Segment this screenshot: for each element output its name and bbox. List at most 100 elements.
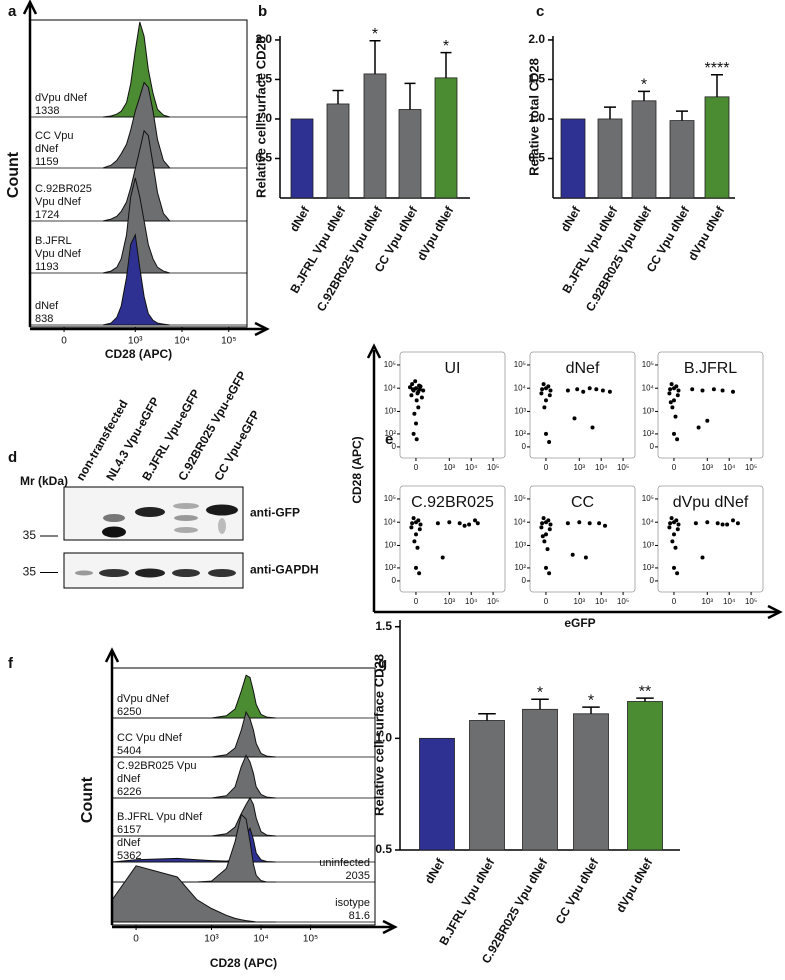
- x-axis-label: eGFP: [564, 616, 595, 630]
- point: [421, 388, 426, 393]
- arrow-head: [254, 321, 270, 337]
- point: [725, 522, 730, 527]
- subplot-title: UI: [445, 360, 461, 377]
- point: [672, 398, 676, 403]
- arrow-head: [22, 0, 38, 15]
- x-tick-label: 0: [672, 597, 677, 606]
- x-tick-label: 10⁴: [595, 597, 608, 606]
- x-tick-label: 10⁴: [465, 597, 478, 606]
- x-axis-label: CD28 (APC): [105, 347, 172, 361]
- y-tick-label: 2.0: [528, 32, 545, 46]
- y-axis-label: Relative cell surface CD28: [371, 654, 386, 816]
- point: [410, 521, 415, 526]
- y-tick-label: 10³: [642, 541, 654, 550]
- error-bar: [478, 713, 496, 721]
- x-tick-label: 0: [133, 934, 139, 945]
- histogram-area: [112, 674, 276, 719]
- track-label: CC Vpu dNef: [117, 732, 183, 744]
- y-tick-label: 0: [522, 442, 527, 451]
- x-tick-label: 10⁵: [487, 597, 499, 606]
- track-mfi: 81.6: [349, 910, 370, 922]
- point: [693, 521, 698, 526]
- point: [475, 521, 480, 526]
- subplot-frame: [399, 351, 506, 459]
- histogram-area: [102, 233, 170, 326]
- y-tick-label: 2.0: [255, 32, 272, 46]
- track-label: C.92BR025 Vpu: [117, 760, 197, 772]
- track-mfi: 1193: [35, 261, 59, 273]
- y-tick-label: 1.0: [528, 111, 545, 125]
- bar: [363, 73, 387, 199]
- point: [546, 518, 551, 523]
- x-tick-label: 10⁴: [465, 463, 478, 472]
- point: [540, 387, 545, 392]
- bar: [469, 720, 505, 851]
- track-mfi: 6226: [117, 786, 141, 798]
- point: [696, 425, 701, 430]
- y-tick-label: 0.5: [375, 842, 392, 856]
- blot-band: [135, 568, 165, 578]
- point: [676, 522, 681, 527]
- arrow-head: [366, 343, 382, 359]
- antibody-label: anti-GFP: [250, 506, 300, 520]
- significance: ****: [705, 60, 730, 77]
- point: [672, 431, 676, 436]
- subplot-title: B.JFRL: [684, 360, 737, 377]
- point: [668, 400, 673, 405]
- point: [457, 521, 462, 526]
- point: [410, 382, 415, 387]
- y-tick-label: 10³: [384, 407, 396, 416]
- point: [414, 386, 418, 391]
- point: [675, 393, 680, 398]
- point: [440, 555, 445, 560]
- point: [413, 379, 418, 384]
- subplot-frame: [657, 485, 764, 593]
- y-tick-label: 1.5: [255, 72, 272, 86]
- point: [675, 571, 680, 576]
- bar: [631, 100, 657, 199]
- bar: [398, 109, 422, 199]
- track-mfi: 1338: [35, 105, 59, 117]
- point: [414, 421, 418, 426]
- blot-band: [208, 569, 236, 577]
- significance: **: [639, 683, 651, 700]
- x-tick-label: 10⁵: [745, 463, 757, 472]
- histogram-area: [112, 813, 276, 883]
- error-bar: [369, 39, 381, 74]
- point: [414, 565, 418, 570]
- point: [540, 534, 545, 539]
- track-mfi: 1724: [35, 209, 59, 221]
- bar: [669, 120, 695, 199]
- x-tick-label: C.92BR025 Vpu dNef: [583, 203, 655, 314]
- track-label: B.JFRL: [35, 235, 72, 247]
- arrow-head: [382, 919, 398, 935]
- point: [542, 405, 547, 410]
- point: [675, 437, 680, 442]
- track-label: dNef: [117, 837, 141, 849]
- x-tick-label: 10³: [204, 934, 219, 945]
- x-tick-label: 0: [544, 597, 549, 606]
- x-tick-label: dNef: [422, 855, 448, 886]
- x-tick-label: 10⁵: [745, 597, 757, 606]
- significance: *: [443, 38, 449, 55]
- point: [414, 532, 418, 537]
- x-tick-label: 10⁴: [253, 934, 268, 945]
- point: [417, 527, 422, 532]
- error-bar: [676, 110, 688, 121]
- subplot-title: CC: [571, 494, 594, 511]
- y-tick-label: 10⁴: [642, 517, 655, 526]
- y-tick-label: 10³: [384, 541, 396, 550]
- histogram-area: [112, 754, 276, 799]
- blot-band: [102, 526, 126, 538]
- point: [587, 386, 592, 391]
- arrow-head: [767, 604, 783, 620]
- point: [544, 532, 548, 537]
- blot-band: [174, 515, 198, 521]
- antibody-label: anti-GAPDH: [250, 563, 319, 577]
- point: [700, 388, 705, 393]
- bar: [419, 737, 455, 851]
- panel-letter: f: [8, 655, 14, 672]
- panel-letter: g: [378, 655, 387, 672]
- x-tick-label: dNef: [287, 203, 313, 234]
